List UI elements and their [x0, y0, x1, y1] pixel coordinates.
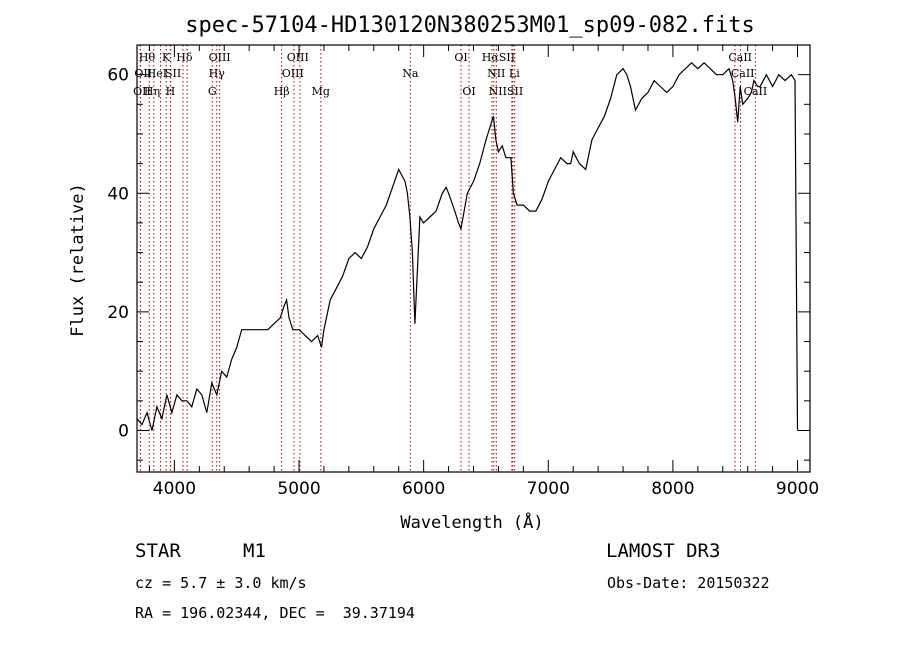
x-axis-label: Wavelength (Å)	[400, 511, 543, 533]
line-label: Mg	[312, 85, 330, 98]
object-subclass: M1	[243, 540, 266, 562]
line-label: OI	[454, 51, 467, 64]
y-tick-label: 40	[107, 184, 129, 204]
line-label: NIISII	[489, 85, 524, 98]
line-label: Hγ	[209, 67, 226, 80]
x-tick-label: 5000	[277, 479, 320, 499]
line-label: Hθ	[139, 51, 156, 64]
line-label: CaII	[731, 67, 755, 80]
emission-line-markers	[139, 45, 756, 472]
line-label: CaII	[728, 51, 752, 64]
axis-tick-labels: 4000 5000 6000 7000 8000 9000 0 20 40 60	[107, 66, 819, 499]
line-label: G	[208, 85, 217, 98]
x-tick-label: 9000	[776, 479, 819, 499]
ra-dec-coordinates: RA = 196.02344, DEC = 39.37194	[135, 604, 415, 622]
x-tick-label: 4000	[153, 479, 196, 499]
line-label: SII	[165, 67, 181, 80]
line-label: CaII	[744, 85, 768, 98]
line-label: OII	[134, 67, 152, 80]
line-label: HαSII	[482, 51, 515, 64]
axis-ticks	[137, 45, 810, 472]
x-tick-label: 7000	[527, 479, 570, 499]
line-label: OI	[462, 85, 475, 98]
line-label: Hδ	[176, 51, 193, 64]
line-label: Hη	[144, 85, 160, 98]
object-class: STAR	[135, 540, 181, 562]
line-label: NII Li	[487, 67, 520, 80]
line-label: H	[166, 85, 176, 98]
x-tick-label: 6000	[402, 479, 445, 499]
spectrum-line	[136, 61, 799, 431]
line-label: K	[162, 51, 171, 64]
chart-title: spec-57104-HD130120N380253M01_sp09-082.f…	[185, 13, 755, 38]
y-axis-label: Flux (relative)	[68, 183, 88, 337]
survey-name: LAMOST DR3	[606, 540, 721, 562]
y-tick-label: 20	[107, 303, 129, 323]
observation-date: Obs-Date: 20150322	[607, 574, 770, 592]
redshift-cz: cz = 5.7 ± 3.0 km/s	[135, 574, 307, 592]
line-label: OIII	[209, 51, 231, 64]
y-tick-label: 60	[107, 66, 129, 86]
line-label: OIII	[282, 67, 304, 80]
plot-frame	[136, 44, 811, 473]
line-label: Hβ	[274, 85, 290, 98]
line-label: OIII	[287, 51, 309, 64]
line-label: HeI	[147, 67, 167, 80]
x-tick-label: 8000	[651, 479, 694, 499]
y-tick-label: 0	[118, 421, 129, 441]
line-label: Na	[402, 67, 419, 80]
